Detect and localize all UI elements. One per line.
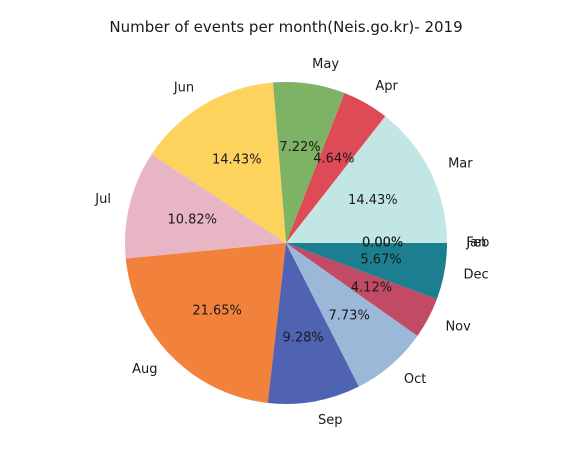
pie-slice-jul: [125, 154, 287, 259]
slice-label-jan: Jan: [465, 236, 486, 251]
slice-pct-nov: 4.12%: [351, 281, 392, 296]
slice-label-jun: Jun: [173, 80, 194, 95]
slice-label-mar: Mar: [448, 157, 473, 172]
pie-slice-aug: [125, 243, 287, 403]
pie-slice-apr: [286, 93, 386, 244]
pie-slice-jun: [151, 82, 286, 243]
slice-label-aug: Aug: [132, 362, 157, 377]
slice-pct-sep: 9.28%: [282, 331, 323, 346]
slice-pct-jul: 10.82%: [167, 212, 217, 227]
slice-pct-may: 7.22%: [279, 140, 320, 155]
pie-slice-mar: [286, 116, 447, 243]
slice-label-feb: Feb: [466, 236, 489, 251]
pie-slice-dec: [286, 243, 447, 300]
slice-pct-apr: 4.64%: [313, 152, 354, 167]
slice-pct-mar: 14.43%: [348, 193, 398, 208]
pie-slice-may: [272, 81, 345, 243]
slice-pct-dec: 5.67%: [360, 253, 401, 268]
slice-label-sep: Sep: [318, 413, 343, 428]
slice-pct-oct: 7.73%: [329, 309, 370, 324]
slice-pct-jun: 14.43%: [212, 152, 262, 167]
slice-label-jul: Jul: [94, 192, 111, 207]
slice-label-apr: Apr: [375, 79, 398, 94]
slice-pct-aug: 21.65%: [192, 303, 242, 318]
slice-label-may: May: [312, 57, 339, 72]
pie-slices: [125, 81, 447, 404]
pie-slice-nov: [286, 243, 437, 336]
slice-label-oct: Oct: [404, 372, 426, 387]
slice-pct-jan: 0.00%: [362, 236, 403, 251]
slice-pct-feb: 0.00%: [362, 236, 403, 251]
pie-slice-sep: [267, 243, 359, 404]
pie-slice-oct: [286, 243, 418, 387]
chart-title: Number of events per month(Neis.go.kr)- …: [109, 18, 462, 36]
slice-label-nov: Nov: [445, 320, 471, 335]
slice-label-dec: Dec: [463, 267, 488, 282]
